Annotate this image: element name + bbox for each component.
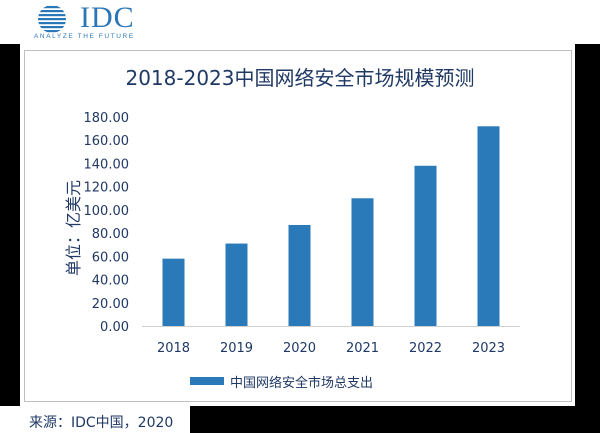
x-tick-label: 2020	[283, 341, 316, 356]
y-tick-label: 140.00	[84, 157, 130, 172]
y-tick-label: 20.00	[92, 297, 129, 312]
bar-2018	[162, 258, 185, 326]
y-tick-label: 180.00	[84, 111, 130, 126]
y-tick-label: 60.00	[92, 250, 129, 265]
x-tick-label: 2022	[409, 341, 442, 356]
bar-2019	[225, 243, 248, 326]
idc-logo: IDC ANALYZE THE FUTURE	[30, 1, 170, 42]
x-tick-label: 2023	[472, 341, 505, 356]
y-tick-label: 120.00	[84, 181, 130, 196]
y-tick-label: 0.00	[100, 320, 129, 335]
y-tick-label: 100.00	[84, 204, 130, 219]
chart-legend: 中国网络安全市场总支出	[190, 372, 374, 391]
source-box	[0, 406, 190, 433]
logo-tagline: ANALYZE THE FUTURE	[34, 33, 135, 40]
bar-2021	[351, 198, 374, 326]
x-tick-label: 2019	[220, 341, 253, 356]
x-tick-label: 2021	[346, 341, 379, 356]
bar-2023	[477, 126, 500, 327]
globe-icon	[38, 6, 66, 33]
bar-2022	[414, 165, 437, 326]
logo-wordmark: IDC	[80, 1, 135, 34]
y-tick-label: 80.00	[92, 227, 129, 242]
legend-label: 中国网络安全市场总支出	[230, 375, 374, 391]
source-note: 来源：IDC中国，2020	[29, 415, 174, 431]
y-tick-label: 40.00	[92, 274, 129, 289]
chart-frame	[24, 50, 572, 402]
legend-swatch	[190, 377, 224, 385]
chart-title: 2018-2023中国网络安全市场规模预测	[125, 66, 475, 90]
logo-bar	[0, 0, 600, 44]
x-tick-label: 2018	[157, 341, 190, 356]
y-tick-label: 160.00	[84, 134, 130, 149]
bar-2020	[288, 224, 311, 326]
